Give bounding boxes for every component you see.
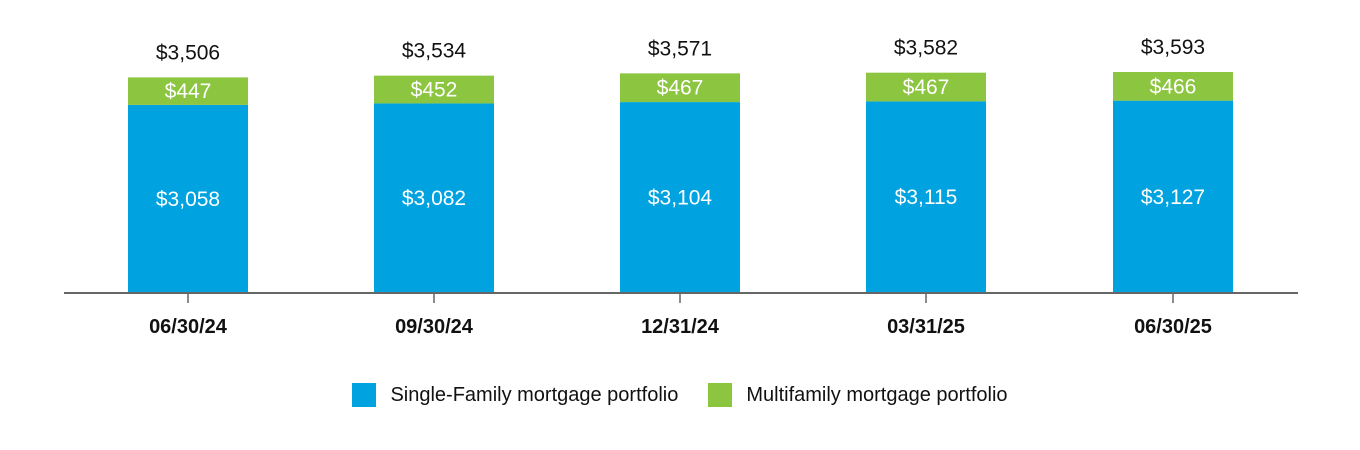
bar-label-multifamily-0: $447 — [165, 80, 212, 103]
bar-label-multifamily-3: $467 — [903, 76, 950, 99]
legend-label-multifamily: Multifamily mortgage portfolio — [746, 383, 1008, 406]
bar-label-single-family-1: $3,082 — [402, 187, 466, 210]
bar-multifamily-1 — [374, 75, 494, 104]
bar-multifamily-4 — [1113, 72, 1233, 101]
bar-single-family-2 — [620, 102, 740, 293]
total-label-1: $3,534 — [402, 40, 467, 63]
total-label-4: $3,593 — [1141, 36, 1205, 59]
legend-item-multifamily: Multifamily mortgage portfolio — [708, 383, 1008, 407]
x-tick-label-2: 12/31/24 — [641, 316, 720, 338]
legend: Single-Family mortgage portfolio Multifa… — [0, 383, 1360, 407]
total-label-2: $3,571 — [648, 37, 712, 60]
legend-label-single-family: Single-Family mortgage portfolio — [390, 383, 679, 406]
bar-single-family-4 — [1113, 100, 1233, 293]
bar-single-family-0 — [128, 104, 248, 293]
bar-single-family-3 — [866, 101, 986, 293]
legend-swatch-single-family — [352, 383, 377, 407]
bar-label-single-family-2: $3,104 — [648, 187, 713, 210]
legend-swatch-multifamily — [708, 383, 733, 407]
bar-multifamily-3 — [866, 72, 986, 102]
total-label-3: $3,582 — [894, 37, 958, 60]
bar-label-multifamily-2: $467 — [657, 77, 704, 100]
x-tick-label-1: 09/30/24 — [395, 316, 474, 338]
bar-label-single-family-3: $3,115 — [895, 186, 958, 209]
bar-multifamily-0 — [128, 77, 248, 105]
bar-multifamily-2 — [620, 73, 740, 103]
legend-item-single-family: Single-Family mortgage portfolio — [352, 383, 678, 407]
x-tick-label-3: 03/31/25 — [887, 316, 965, 338]
total-label-0: $3,506 — [156, 41, 220, 64]
x-tick-label-0: 06/30/24 — [149, 316, 228, 338]
bar-label-single-family-0: $3,058 — [156, 188, 220, 211]
bar-single-family-1 — [374, 103, 494, 293]
bar-label-single-family-4: $3,127 — [1141, 186, 1205, 209]
bar-label-multifamily-1: $452 — [411, 79, 458, 102]
bar-label-multifamily-4: $466 — [1150, 75, 1197, 98]
x-tick-label-4: 06/30/25 — [1134, 316, 1212, 338]
